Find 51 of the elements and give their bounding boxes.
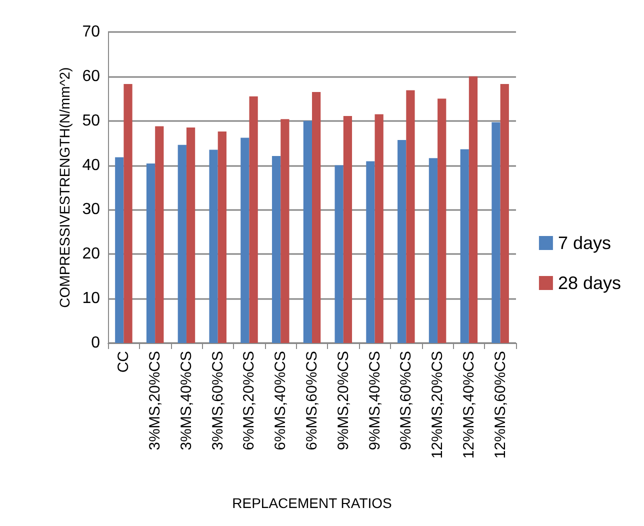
bar — [398, 140, 406, 343]
bar — [500, 84, 509, 343]
x-tick-label: 6%MS,20%CS — [240, 351, 258, 450]
legend-label: 28 days — [558, 273, 622, 293]
y-axis-title: COMPRESSIVESTRENGTH(N/mm^2) — [56, 67, 72, 308]
x-tick-label: 9%MS,60%CS — [398, 351, 415, 450]
bar — [178, 144, 186, 343]
y-tick-label: 50 — [82, 112, 100, 130]
bar — [218, 132, 226, 343]
bar — [186, 128, 196, 343]
bar — [303, 120, 312, 343]
y-tick-label: 40 — [82, 156, 100, 174]
x-tick-label: 12%MS,40%CS — [460, 351, 478, 459]
x-tick-label: 12%MS,20%CS — [429, 351, 446, 459]
x-tick-label: 3%MS,60%CS — [209, 351, 226, 450]
bar — [438, 98, 446, 343]
bar — [334, 165, 344, 343]
bar — [280, 119, 290, 343]
bar — [312, 92, 321, 343]
bar — [115, 157, 124, 343]
legend-label: 7 days — [558, 233, 612, 253]
x-tick-label: CC — [115, 350, 132, 373]
bar — [209, 150, 218, 343]
bar — [240, 138, 250, 343]
bar — [460, 149, 469, 343]
bar — [406, 90, 415, 343]
y-tick-label: 10 — [82, 290, 100, 308]
x-tick-label: 9%MS,40%CS — [366, 351, 384, 450]
x-axis-title: REPLACEMENT RATIOS — [232, 495, 392, 511]
x-tick-label: 12%MS,60%CS — [492, 351, 509, 459]
bar — [468, 76, 478, 343]
bar — [155, 126, 164, 343]
bar — [272, 156, 281, 343]
x-tick-label: 3%MS,20%CS — [146, 351, 164, 450]
x-tick-label: 9%MS,20%CS — [334, 351, 352, 450]
bar — [366, 161, 375, 343]
y-tick-label: 60 — [82, 68, 100, 85]
x-tick-label: 6%MS,40%CS — [272, 351, 290, 450]
x-tick-label: 3%MS,40%CS — [178, 351, 195, 450]
bar — [374, 114, 384, 343]
bar — [124, 84, 132, 343]
y-tick-label: 70 — [82, 24, 100, 40]
y-tick-label: 30 — [82, 201, 100, 218]
y-tick-label: 0 — [91, 334, 100, 352]
bar — [343, 116, 352, 343]
bar — [428, 158, 438, 343]
bar — [249, 96, 258, 343]
y-tick-label: 20 — [82, 246, 100, 263]
bar — [492, 122, 500, 343]
bar — [146, 164, 156, 343]
x-tick-label: 6%MS,60%CS — [304, 351, 320, 450]
